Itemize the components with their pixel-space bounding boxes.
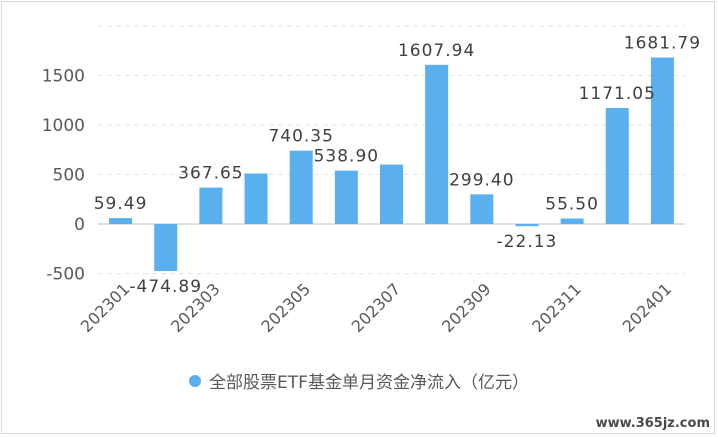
data-label: 538.90	[314, 147, 379, 167]
legend-swatch	[189, 374, 202, 387]
x-tick-label: 202307	[348, 279, 405, 336]
data-label: 367.65	[178, 164, 243, 184]
bar	[560, 218, 584, 224]
x-tick-label: 202401	[619, 279, 676, 336]
y-tick-label: 1000	[42, 116, 85, 136]
data-label: 299.40	[449, 170, 514, 190]
x-tick-label: 202305	[257, 279, 314, 336]
y-tick-label: 500	[53, 166, 85, 186]
data-label: 59.49	[94, 194, 148, 214]
y-axis-ticks: -500 0 500 1000 1500	[42, 67, 85, 285]
x-tick-label: 202311	[528, 279, 585, 336]
bar	[199, 187, 223, 224]
data-label: 1681.79	[624, 34, 701, 54]
bar	[650, 57, 674, 224]
y-tick-label: 0	[74, 215, 85, 235]
x-tick-label: 202301	[77, 279, 134, 336]
data-label: 740.35	[268, 127, 333, 147]
bar	[109, 218, 133, 224]
bar	[470, 194, 494, 224]
watermark: www.365jz.com	[595, 416, 710, 431]
legend-label: 全部股票ETF基金单月资金净流入（亿元）	[209, 373, 529, 393]
y-tick-label: 1500	[42, 67, 85, 87]
data-label: 1171.05	[579, 84, 656, 104]
y-tick-label: -500	[46, 265, 85, 285]
data-label: -474.89	[129, 277, 202, 297]
data-label: -22.13	[497, 232, 558, 252]
x-tick-label: 202309	[438, 279, 495, 336]
legend: 全部股票ETF基金单月资金净流入（亿元）	[0, 368, 718, 393]
bar	[244, 173, 268, 224]
bar	[425, 64, 449, 225]
bar	[334, 170, 358, 224]
bar	[380, 164, 403, 224]
bar	[154, 224, 178, 272]
bar	[605, 108, 629, 224]
bar	[515, 224, 539, 227]
data-label: 55.50	[545, 195, 599, 215]
grid-lines	[98, 25, 685, 274]
data-label: 1607.94	[398, 41, 475, 61]
bars	[109, 57, 674, 272]
bar	[289, 150, 313, 224]
